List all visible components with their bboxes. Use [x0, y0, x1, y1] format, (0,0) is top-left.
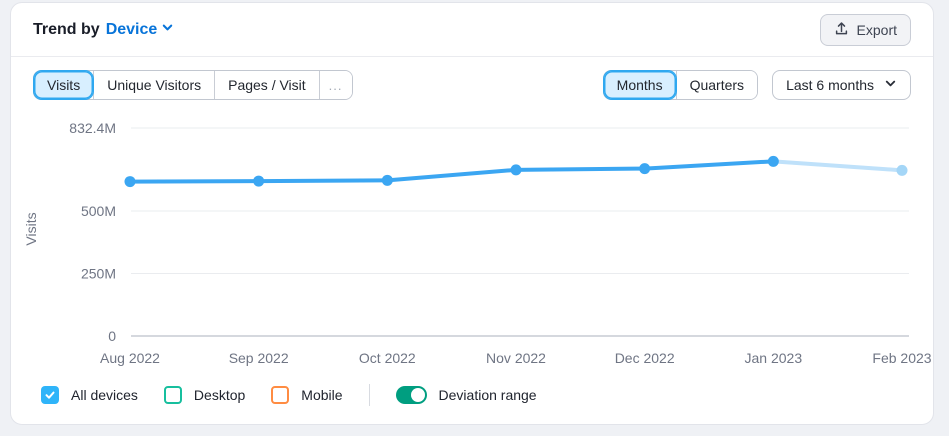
data-point[interactable]	[253, 175, 265, 187]
title-prefix: Trend by	[33, 20, 100, 38]
toolbar: Visits Unique Visitors Pages / Visit ...…	[11, 57, 933, 100]
x-tick-label: Oct 2022	[359, 350, 416, 366]
date-range-dropdown[interactable]: Last 6 months	[772, 70, 911, 100]
export-label: Export	[856, 21, 897, 38]
checkbox-unchecked-icon[interactable]	[163, 386, 182, 404]
legend-item-desktop[interactable]: Desktop	[163, 386, 246, 404]
x-tick-label: Jan 2023	[745, 350, 803, 366]
date-range-value: Last 6 months	[786, 77, 874, 93]
y-tick-label: 500M	[81, 203, 116, 219]
toggle-on-icon[interactable]	[395, 386, 427, 404]
legend-label: All devices	[71, 387, 138, 403]
page-title: Trend by Device	[33, 21, 174, 39]
trend-chart: Visits 832.4M 500M 250M 0 Aug 2022 Sep 2022 Oc…	[11, 111, 933, 377]
x-tick-label: Feb 2023	[872, 350, 931, 366]
chart-legend: All devices Desktop Mobile Deviation ran…	[41, 384, 537, 406]
right-controls: Months Quarters Last 6 months	[602, 70, 911, 100]
trend-chart-svg: 832.4M 500M 250M 0 Aug 2022 Sep 2022 Oct 2022 N…	[69, 120, 931, 366]
metric-tab-group: Visits Unique Visitors Pages / Visit ...	[33, 70, 353, 100]
data-point[interactable]	[767, 155, 779, 167]
trend-line-segment	[385, 167, 518, 183]
toggle-label: Deviation range	[438, 387, 537, 403]
tab-months[interactable]: Months	[603, 71, 676, 99]
deviation-range-control[interactable]: Deviation range	[395, 386, 537, 404]
checkbox-checked-icon[interactable]	[41, 386, 59, 404]
export-icon	[834, 21, 849, 39]
y-tick-label: 250M	[81, 266, 116, 282]
device-dropdown-trigger[interactable]: Device	[106, 21, 175, 39]
x-tick-label: Dec 2022	[615, 350, 675, 366]
trend-line-segment	[771, 159, 904, 173]
period-tab-group: Months Quarters	[602, 70, 759, 100]
data-point[interactable]	[896, 164, 908, 176]
chevron-down-icon	[884, 77, 897, 93]
legend-divider	[368, 384, 370, 406]
data-point[interactable]	[124, 176, 136, 188]
trend-line-segment	[514, 166, 647, 172]
tab-visits[interactable]: Visits	[34, 71, 94, 99]
tab-pages-per-visit[interactable]: Pages / Visit	[214, 71, 319, 99]
tab-unique-visitors[interactable]: Unique Visitors	[93, 71, 215, 99]
legend-label: Mobile	[301, 387, 343, 403]
more-metrics-button[interactable]: ...	[318, 71, 352, 99]
tab-quarters[interactable]: Quarters	[675, 71, 758, 99]
x-tick-label: Sep 2022	[229, 350, 289, 366]
legend-label: Desktop	[193, 387, 246, 403]
checkbox-unchecked-icon[interactable]	[271, 386, 290, 404]
data-point[interactable]	[639, 163, 651, 175]
trend-line-segment	[256, 178, 390, 184]
trend-by-device-card: Trend by Device Export Visits Unique Vis…	[10, 2, 934, 425]
trend-line-segment	[642, 159, 776, 171]
x-tick-label: Aug 2022	[100, 350, 160, 366]
y-tick-label: 832.4M	[69, 120, 116, 136]
y-tick-label: 0	[108, 328, 116, 344]
data-point[interactable]	[381, 174, 393, 186]
data-point[interactable]	[510, 164, 522, 176]
card-header: Trend by Device Export	[11, 3, 933, 57]
legend-item-all-devices[interactable]: All devices	[41, 386, 138, 404]
legend-item-mobile[interactable]: Mobile	[271, 386, 343, 404]
chevron-down-icon	[161, 21, 174, 39]
x-tick-label: Nov 2022	[486, 350, 546, 366]
export-button[interactable]: Export	[819, 13, 911, 46]
device-dropdown-label: Device	[105, 20, 158, 38]
